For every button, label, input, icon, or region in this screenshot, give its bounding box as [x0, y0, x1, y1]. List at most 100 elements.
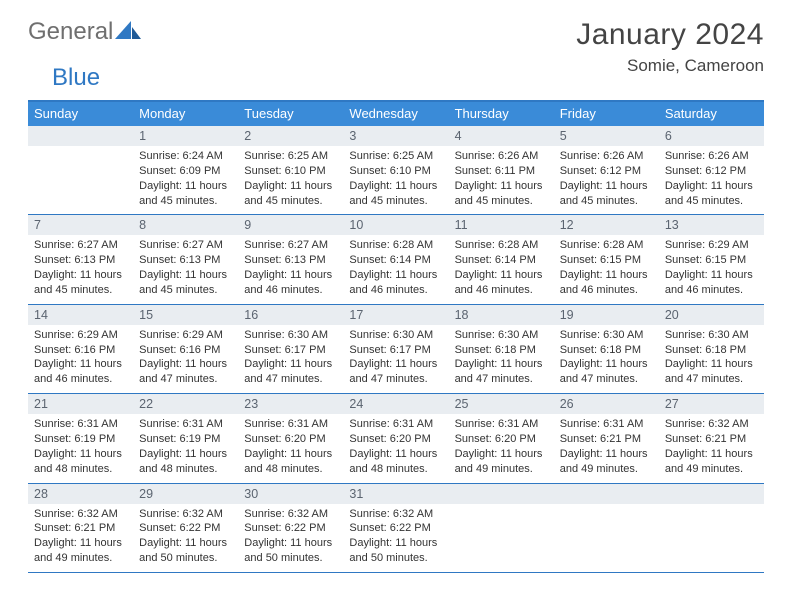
sunset-line: Sunset: 6:10 PM	[244, 164, 337, 179]
day-details: Sunrise: 6:25 AMSunset: 6:10 PMDaylight:…	[343, 146, 448, 214]
day-details: Sunrise: 6:32 AMSunset: 6:22 PMDaylight:…	[238, 504, 343, 572]
daylight-line-1: Daylight: 11 hours	[139, 536, 232, 551]
day-details: Sunrise: 6:27 AMSunset: 6:13 PMDaylight:…	[238, 235, 343, 303]
day-number: 17	[343, 305, 448, 325]
sunrise-line: Sunrise: 6:32 AM	[349, 507, 442, 522]
daylight-line-2: and 45 minutes.	[349, 194, 442, 209]
sunset-line: Sunset: 6:17 PM	[349, 343, 442, 358]
sunrise-line: Sunrise: 6:26 AM	[665, 149, 758, 164]
daylight-line-1: Daylight: 11 hours	[139, 447, 232, 462]
day-cell: 15Sunrise: 6:29 AMSunset: 6:16 PMDayligh…	[133, 305, 238, 393]
day-number: 7	[28, 215, 133, 235]
day-cell: 25Sunrise: 6:31 AMSunset: 6:20 PMDayligh…	[449, 394, 554, 482]
sunrise-line: Sunrise: 6:32 AM	[34, 507, 127, 522]
title-block: January 2024 Somie, Cameroon	[576, 18, 764, 76]
sunrise-line: Sunrise: 6:32 AM	[139, 507, 232, 522]
daylight-line-2: and 48 minutes.	[34, 462, 127, 477]
week-row: 7Sunrise: 6:27 AMSunset: 6:13 PMDaylight…	[28, 215, 764, 304]
logo-text-general: General	[28, 18, 113, 46]
sunrise-line: Sunrise: 6:31 AM	[560, 417, 653, 432]
day-details: Sunrise: 6:32 AMSunset: 6:22 PMDaylight:…	[133, 504, 238, 572]
day-details: Sunrise: 6:29 AMSunset: 6:16 PMDaylight:…	[133, 325, 238, 393]
daylight-line-1: Daylight: 11 hours	[455, 357, 548, 372]
day-number: 5	[554, 126, 659, 146]
empty-cell	[28, 126, 133, 214]
week-row: 14Sunrise: 6:29 AMSunset: 6:16 PMDayligh…	[28, 305, 764, 394]
empty-cell	[554, 484, 659, 572]
sunset-line: Sunset: 6:19 PM	[34, 432, 127, 447]
day-details: Sunrise: 6:26 AMSunset: 6:12 PMDaylight:…	[659, 146, 764, 214]
day-number: 15	[133, 305, 238, 325]
daylight-line-1: Daylight: 11 hours	[665, 179, 758, 194]
day-number	[449, 484, 554, 504]
daylight-line-2: and 45 minutes.	[139, 283, 232, 298]
weekday-header: Sunday	[28, 102, 133, 126]
sunset-line: Sunset: 6:20 PM	[244, 432, 337, 447]
day-number: 4	[449, 126, 554, 146]
sunrise-line: Sunrise: 6:26 AM	[560, 149, 653, 164]
daylight-line-1: Daylight: 11 hours	[139, 179, 232, 194]
day-cell: 18Sunrise: 6:30 AMSunset: 6:18 PMDayligh…	[449, 305, 554, 393]
sunrise-line: Sunrise: 6:27 AM	[34, 238, 127, 253]
sunrise-line: Sunrise: 6:29 AM	[34, 328, 127, 343]
logo-sail-icon	[115, 19, 141, 44]
day-number: 23	[238, 394, 343, 414]
location-subtitle: Somie, Cameroon	[576, 56, 764, 76]
day-cell: 28Sunrise: 6:32 AMSunset: 6:21 PMDayligh…	[28, 484, 133, 572]
sunrise-line: Sunrise: 6:24 AM	[139, 149, 232, 164]
sunset-line: Sunset: 6:18 PM	[560, 343, 653, 358]
daylight-line-1: Daylight: 11 hours	[349, 447, 442, 462]
day-cell: 14Sunrise: 6:29 AMSunset: 6:16 PMDayligh…	[28, 305, 133, 393]
daylight-line-1: Daylight: 11 hours	[455, 179, 548, 194]
daylight-line-2: and 46 minutes.	[244, 283, 337, 298]
sunrise-line: Sunrise: 6:27 AM	[244, 238, 337, 253]
day-cell: 30Sunrise: 6:32 AMSunset: 6:22 PMDayligh…	[238, 484, 343, 572]
day-number: 21	[28, 394, 133, 414]
sunrise-line: Sunrise: 6:28 AM	[455, 238, 548, 253]
sunset-line: Sunset: 6:22 PM	[139, 521, 232, 536]
daylight-line-2: and 50 minutes.	[244, 551, 337, 566]
sunrise-line: Sunrise: 6:25 AM	[349, 149, 442, 164]
day-number: 6	[659, 126, 764, 146]
day-number: 28	[28, 484, 133, 504]
sunset-line: Sunset: 6:13 PM	[244, 253, 337, 268]
day-details: Sunrise: 6:31 AMSunset: 6:20 PMDaylight:…	[238, 414, 343, 482]
daylight-line-1: Daylight: 11 hours	[139, 357, 232, 372]
daylight-line-2: and 45 minutes.	[34, 283, 127, 298]
day-cell: 21Sunrise: 6:31 AMSunset: 6:19 PMDayligh…	[28, 394, 133, 482]
daylight-line-2: and 49 minutes.	[560, 462, 653, 477]
day-number: 27	[659, 394, 764, 414]
week-row: 21Sunrise: 6:31 AMSunset: 6:19 PMDayligh…	[28, 394, 764, 483]
daylight-line-1: Daylight: 11 hours	[560, 179, 653, 194]
day-cell: 1Sunrise: 6:24 AMSunset: 6:09 PMDaylight…	[133, 126, 238, 214]
day-cell: 26Sunrise: 6:31 AMSunset: 6:21 PMDayligh…	[554, 394, 659, 482]
weeks-container: 1Sunrise: 6:24 AMSunset: 6:09 PMDaylight…	[28, 126, 764, 573]
daylight-line-2: and 47 minutes.	[665, 372, 758, 387]
daylight-line-2: and 45 minutes.	[139, 194, 232, 209]
sunrise-line: Sunrise: 6:31 AM	[139, 417, 232, 432]
daylight-line-2: and 46 minutes.	[349, 283, 442, 298]
daylight-line-2: and 46 minutes.	[455, 283, 548, 298]
sunset-line: Sunset: 6:09 PM	[139, 164, 232, 179]
day-cell: 23Sunrise: 6:31 AMSunset: 6:20 PMDayligh…	[238, 394, 343, 482]
day-details: Sunrise: 6:31 AMSunset: 6:20 PMDaylight:…	[449, 414, 554, 482]
day-number	[554, 484, 659, 504]
day-cell: 8Sunrise: 6:27 AMSunset: 6:13 PMDaylight…	[133, 215, 238, 303]
daylight-line-1: Daylight: 11 hours	[560, 268, 653, 283]
daylight-line-1: Daylight: 11 hours	[34, 268, 127, 283]
day-cell: 6Sunrise: 6:26 AMSunset: 6:12 PMDaylight…	[659, 126, 764, 214]
daylight-line-1: Daylight: 11 hours	[244, 268, 337, 283]
day-cell: 27Sunrise: 6:32 AMSunset: 6:21 PMDayligh…	[659, 394, 764, 482]
day-details: Sunrise: 6:30 AMSunset: 6:18 PMDaylight:…	[449, 325, 554, 393]
day-details: Sunrise: 6:24 AMSunset: 6:09 PMDaylight:…	[133, 146, 238, 214]
day-cell: 29Sunrise: 6:32 AMSunset: 6:22 PMDayligh…	[133, 484, 238, 572]
sunset-line: Sunset: 6:12 PM	[560, 164, 653, 179]
day-cell: 22Sunrise: 6:31 AMSunset: 6:19 PMDayligh…	[133, 394, 238, 482]
daylight-line-1: Daylight: 11 hours	[665, 268, 758, 283]
day-cell: 10Sunrise: 6:28 AMSunset: 6:14 PMDayligh…	[343, 215, 448, 303]
day-cell: 20Sunrise: 6:30 AMSunset: 6:18 PMDayligh…	[659, 305, 764, 393]
day-cell: 5 Sunrise: 6:26 AMSunset: 6:12 PMDaylight…	[554, 126, 659, 214]
sunset-line: Sunset: 6:13 PM	[139, 253, 232, 268]
day-details: Sunrise: 6:32 AMSunset: 6:22 PMDaylight:…	[343, 504, 448, 572]
daylight-line-1: Daylight: 11 hours	[34, 447, 127, 462]
